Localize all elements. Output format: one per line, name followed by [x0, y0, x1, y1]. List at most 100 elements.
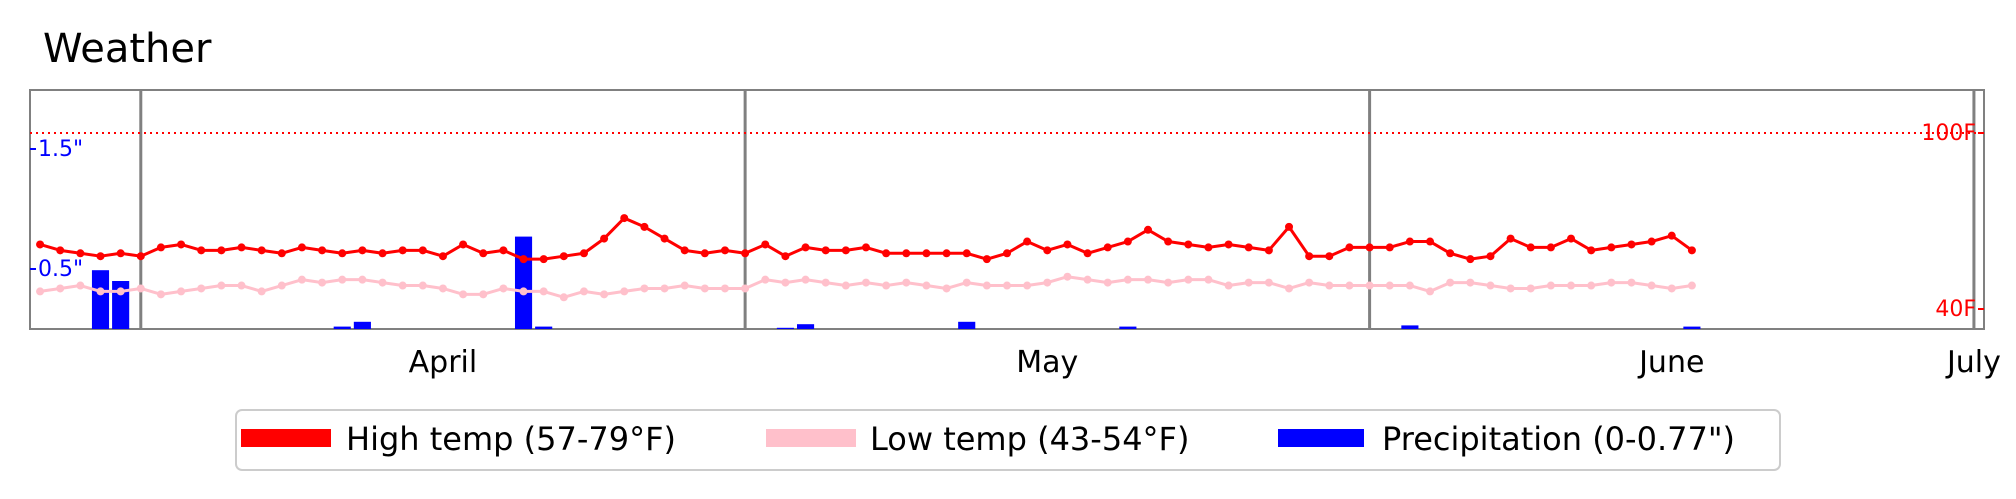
- low-temp-point: [902, 278, 911, 287]
- high-temp-line: [39, 216, 1693, 261]
- legend-label-precip: Precipitation (0-0.77"): [1382, 420, 1735, 458]
- high-temp-point: [1546, 243, 1555, 252]
- precip-bar: [333, 326, 351, 329]
- low-temp-point: [700, 284, 709, 293]
- low-temp-point: [922, 281, 931, 290]
- high-temp-point: [1023, 237, 1032, 246]
- high-temp-point: [579, 249, 588, 258]
- high-temp-point: [1607, 243, 1616, 252]
- high-temp-point: [116, 249, 125, 258]
- high-temp-point: [1063, 240, 1072, 249]
- high-temp-point: [257, 246, 266, 255]
- low-temp-point: [942, 284, 951, 293]
- high-temp-point: [1083, 249, 1092, 258]
- high-temp-point: [861, 243, 870, 252]
- high-temp-point: [1325, 252, 1334, 261]
- high-temp-point: [700, 249, 709, 258]
- low-temp-point: [1264, 278, 1273, 287]
- high-temp-point: [1567, 234, 1576, 243]
- high-temp-point: [96, 252, 105, 261]
- month-label: May: [1016, 345, 1078, 380]
- low-temp-point: [1526, 284, 1535, 293]
- high-temp-point: [177, 240, 186, 249]
- precip-bar: [353, 321, 371, 329]
- low-temp-point: [720, 284, 729, 293]
- high-temp-point: [76, 249, 85, 258]
- low-temp-point: [680, 281, 689, 290]
- low-temp-point: [116, 287, 125, 296]
- high-temp-point: [1003, 249, 1011, 258]
- high-temp-point: [821, 246, 830, 255]
- high-temp-series: [36, 214, 1696, 264]
- high-temp-point: [1043, 246, 1052, 255]
- low-temp-point: [1567, 281, 1576, 290]
- low-temp-point: [459, 290, 468, 299]
- high-temp-point: [277, 249, 286, 258]
- high-temp-point: [1647, 237, 1656, 246]
- low-temp-point: [1063, 272, 1072, 281]
- low-temp-point: [1607, 278, 1616, 287]
- low-temp-point: [1325, 281, 1334, 290]
- high-temp-point: [1144, 225, 1153, 234]
- high-temp-point: [1526, 243, 1535, 252]
- high-temp-point: [1627, 240, 1636, 249]
- high-temp-point: [56, 246, 65, 255]
- high-temp-point: [1103, 243, 1112, 252]
- high-temp-point: [1466, 255, 1475, 264]
- high-temp-point: [942, 249, 951, 258]
- high-temp-point: [882, 249, 891, 258]
- high-temp-point: [640, 222, 649, 231]
- precip-tick-label: 1.5": [38, 137, 83, 162]
- precip-bar: [958, 321, 976, 329]
- low-temp-point: [197, 284, 206, 293]
- high-temp-point: [237, 243, 246, 252]
- high-temp-point: [459, 240, 468, 249]
- axis-labels: 1.5" 0.5" 100F 40F: [30, 121, 1984, 322]
- low-temp-point: [1405, 281, 1414, 290]
- low-temp-point: [277, 281, 286, 290]
- high-temp-point: [922, 249, 931, 258]
- low-temp-point: [358, 275, 367, 284]
- high-temp-point: [1446, 249, 1455, 258]
- low-temp-point: [499, 284, 508, 293]
- high-temp-point: [297, 243, 306, 252]
- low-temp-point: [1486, 281, 1495, 290]
- low-temp-point: [1546, 281, 1555, 290]
- low-temp-point: [1144, 275, 1153, 284]
- low-temp-point: [1667, 284, 1676, 293]
- low-temp-point: [600, 290, 609, 299]
- low-temp-point: [1224, 281, 1233, 290]
- month-labels: April May June July: [409, 345, 2001, 380]
- high-temp-point: [801, 243, 810, 252]
- high-temp-point: [1687, 246, 1696, 255]
- high-temp-point: [902, 249, 911, 258]
- high-temp-point: [519, 255, 528, 264]
- low-temp-point: [1184, 275, 1193, 284]
- precip-bar: [91, 270, 110, 329]
- low-temp-point: [237, 281, 246, 290]
- low-temp-point: [519, 287, 528, 296]
- high-temp-point: [1264, 246, 1273, 255]
- low-temp-point: [217, 281, 226, 290]
- high-temp-point: [1285, 222, 1294, 231]
- low-temp-point: [76, 281, 85, 290]
- high-temp-point: [479, 249, 488, 258]
- low-temp-point: [438, 284, 447, 293]
- precip-bar: [776, 327, 794, 329]
- precip-bar: [112, 281, 130, 329]
- high-temp-point: [1587, 246, 1596, 255]
- high-temp-point: [1204, 243, 1213, 252]
- low-temp-point: [1083, 275, 1092, 284]
- legend-swatch-low: [766, 429, 856, 447]
- high-temp-point: [197, 246, 206, 255]
- month-label: July: [1945, 345, 2001, 380]
- high-temp-point: [1305, 252, 1314, 261]
- high-temp-point: [962, 249, 971, 258]
- precip-bar: [535, 326, 553, 329]
- low-temp-point: [1466, 278, 1475, 287]
- high-temp-point: [1365, 243, 1374, 252]
- low-temp-point: [841, 281, 850, 290]
- high-temp-point: [761, 240, 770, 249]
- low-temp-point: [781, 278, 790, 287]
- month-boundaries: [139, 90, 1976, 329]
